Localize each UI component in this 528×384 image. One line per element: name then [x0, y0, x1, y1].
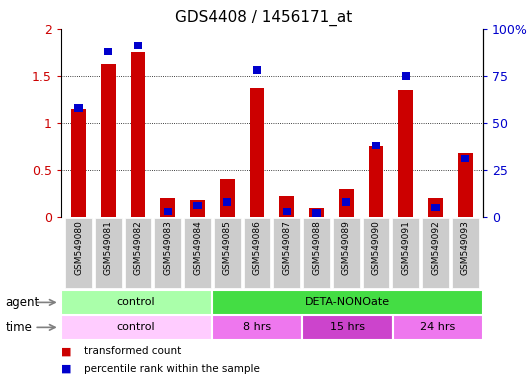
Text: GSM549088: GSM549088 — [312, 220, 321, 275]
FancyBboxPatch shape — [212, 315, 302, 340]
Text: control: control — [117, 297, 155, 308]
Bar — [461, 155, 469, 162]
Bar — [313, 209, 320, 217]
FancyBboxPatch shape — [125, 218, 152, 288]
Text: GSM549081: GSM549081 — [104, 220, 113, 275]
Text: GSM549090: GSM549090 — [372, 220, 381, 275]
FancyBboxPatch shape — [303, 218, 330, 288]
Text: 8 hrs: 8 hrs — [243, 322, 271, 333]
Bar — [161, 198, 175, 217]
Text: DETA-NONOate: DETA-NONOate — [305, 297, 390, 308]
Text: ■: ■ — [61, 364, 71, 374]
FancyBboxPatch shape — [333, 218, 360, 288]
Bar — [339, 189, 354, 217]
Bar — [458, 153, 473, 217]
FancyBboxPatch shape — [95, 218, 121, 288]
FancyBboxPatch shape — [212, 290, 483, 315]
Bar — [428, 198, 443, 217]
FancyBboxPatch shape — [302, 315, 393, 340]
FancyBboxPatch shape — [452, 218, 479, 288]
Text: GSM549087: GSM549087 — [282, 220, 291, 275]
Text: 24 hrs: 24 hrs — [420, 322, 456, 333]
Text: GSM549086: GSM549086 — [252, 220, 261, 275]
Text: GSM549092: GSM549092 — [431, 220, 440, 275]
Bar — [193, 202, 202, 209]
Bar — [431, 204, 440, 211]
Text: agent: agent — [5, 296, 40, 309]
FancyBboxPatch shape — [65, 218, 92, 288]
Bar — [282, 207, 291, 215]
Bar — [220, 179, 235, 217]
Bar — [190, 200, 205, 217]
Text: percentile rank within the sample: percentile rank within the sample — [84, 364, 260, 374]
Bar — [309, 209, 324, 217]
Bar — [372, 142, 380, 149]
Bar — [369, 146, 383, 217]
Text: ■: ■ — [61, 346, 71, 356]
FancyBboxPatch shape — [363, 218, 390, 288]
Text: GSM549093: GSM549093 — [461, 220, 470, 275]
Bar — [398, 90, 413, 217]
FancyBboxPatch shape — [392, 218, 419, 288]
FancyBboxPatch shape — [274, 218, 300, 288]
Bar — [164, 207, 172, 215]
FancyBboxPatch shape — [154, 218, 181, 288]
FancyBboxPatch shape — [243, 218, 270, 288]
Text: control: control — [117, 322, 155, 333]
Text: GSM549089: GSM549089 — [342, 220, 351, 275]
Bar — [134, 42, 142, 50]
Bar — [130, 52, 146, 217]
Bar — [101, 64, 116, 217]
FancyBboxPatch shape — [61, 315, 212, 340]
FancyBboxPatch shape — [214, 218, 241, 288]
FancyBboxPatch shape — [393, 315, 483, 340]
FancyBboxPatch shape — [61, 290, 212, 315]
Text: transformed count: transformed count — [84, 346, 182, 356]
Text: 15 hrs: 15 hrs — [330, 322, 365, 333]
Text: GSM549082: GSM549082 — [134, 220, 143, 275]
Text: GSM549091: GSM549091 — [401, 220, 410, 275]
Bar — [71, 109, 86, 217]
Bar — [104, 48, 112, 55]
Text: GSM549083: GSM549083 — [163, 220, 172, 275]
Text: GSM549080: GSM549080 — [74, 220, 83, 275]
Bar — [279, 196, 294, 217]
Text: GSM549085: GSM549085 — [223, 220, 232, 275]
Bar — [253, 66, 261, 74]
FancyBboxPatch shape — [184, 218, 211, 288]
Bar — [402, 72, 410, 79]
Bar — [74, 104, 83, 112]
Bar — [250, 88, 265, 217]
Text: GDS4408 / 1456171_at: GDS4408 / 1456171_at — [175, 10, 353, 26]
Bar — [223, 198, 231, 206]
FancyBboxPatch shape — [422, 218, 449, 288]
Bar — [342, 198, 351, 206]
Text: GSM549084: GSM549084 — [193, 220, 202, 275]
Text: time: time — [5, 321, 32, 334]
